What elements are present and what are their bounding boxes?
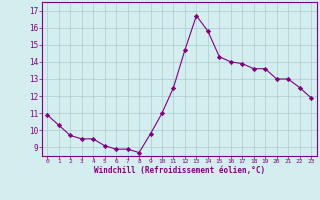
X-axis label: Windchill (Refroidissement éolien,°C): Windchill (Refroidissement éolien,°C) (94, 166, 265, 175)
